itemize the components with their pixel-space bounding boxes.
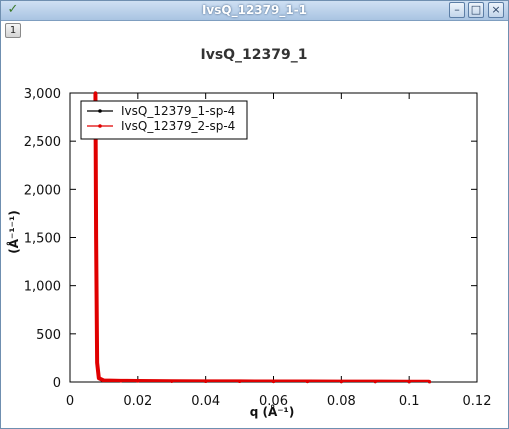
series-2-point — [136, 379, 139, 382]
series-2-point — [95, 236, 98, 239]
y-axis-label: (Å⁻¹⁻¹) — [6, 210, 21, 253]
series-2-point — [96, 361, 99, 364]
series-2-point — [97, 377, 100, 380]
series-2-point — [374, 380, 377, 383]
series-2-point — [94, 91, 97, 94]
x-tick-label: 0.04 — [191, 394, 220, 409]
y-tick-label: 1,000 — [24, 280, 61, 295]
y-tick-label: 500 — [36, 328, 61, 343]
y-tick-label: 2,500 — [24, 135, 61, 150]
legend-marker-2 — [98, 124, 102, 128]
series-2-point — [272, 380, 275, 383]
series-2-point — [119, 379, 122, 382]
series-2-point — [102, 379, 105, 382]
x-tick-label: 0.08 — [327, 394, 356, 409]
series-2-point — [204, 380, 207, 383]
x-tick-label: 0 — [66, 394, 74, 409]
x-tick-label: 0.1 — [399, 394, 420, 409]
x-tick-label: 0.02 — [123, 394, 152, 409]
legend-label-2: IvsQ_12379_2-sp-4 — [121, 119, 235, 133]
series-2-point — [340, 380, 343, 383]
x-tick-label: 0.12 — [463, 394, 492, 409]
series-2-point — [428, 380, 431, 383]
y-tick-label: 0 — [53, 376, 61, 391]
x-axis-label: q (Å⁻¹) — [250, 404, 295, 419]
chart-title: IvsQ_12379_1 — [200, 47, 307, 63]
series-2-point — [238, 380, 241, 383]
series-2-point — [170, 380, 173, 383]
y-tick-label: 3,000 — [24, 87, 61, 102]
y-tick-label: 2,000 — [24, 183, 61, 198]
legend-label-1: IvsQ_12379_1-sp-4 — [121, 104, 235, 118]
y-tick-label: 1,500 — [24, 232, 61, 247]
series-2-point — [408, 380, 411, 383]
series-2-point — [306, 380, 309, 383]
legend-marker-1 — [98, 109, 102, 113]
